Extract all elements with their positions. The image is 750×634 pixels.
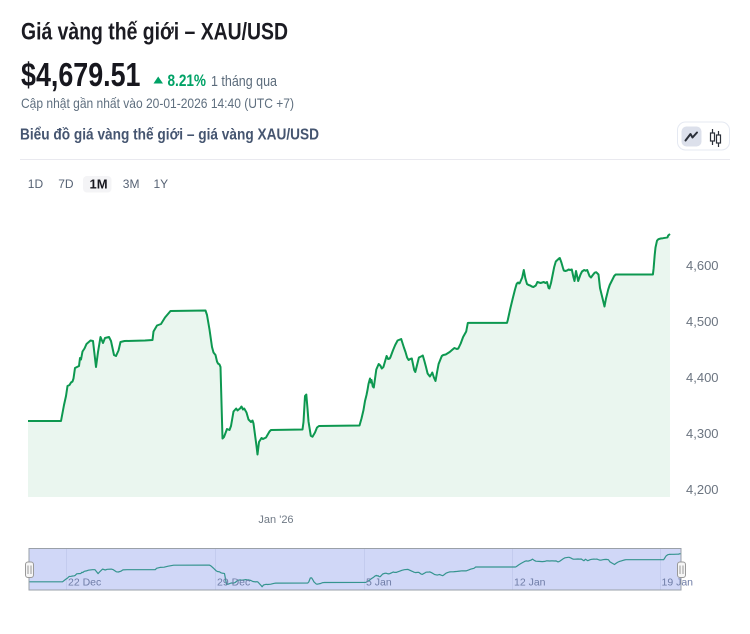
svg-text:4,200: 4,200 <box>686 482 719 497</box>
svg-text:1M: 1M <box>90 177 108 192</box>
svg-text:4,500: 4,500 <box>686 314 719 329</box>
svg-text:4,300: 4,300 <box>686 426 719 441</box>
svg-text:7D: 7D <box>58 177 74 191</box>
svg-text:12 Jan: 12 Jan <box>514 577 546 589</box>
svg-text:4,400: 4,400 <box>686 370 719 385</box>
svg-text:Cập nhật gần nhất vào 20-01-20: Cập nhật gần nhất vào 20-01-2026 14:40 (… <box>21 95 294 111</box>
svg-text:Giá vàng thế giới – XAU/USD: Giá vàng thế giới – XAU/USD <box>21 19 288 46</box>
svg-text:1Y: 1Y <box>154 177 169 191</box>
svg-text:3M: 3M <box>123 177 140 191</box>
svg-text:Biểu đồ giá vàng thế giới – gi: Biểu đồ giá vàng thế giới – giá vàng XAU… <box>20 126 319 144</box>
svg-text:1 tháng qua: 1 tháng qua <box>211 73 278 90</box>
svg-text:22 Dec: 22 Dec <box>68 577 101 589</box>
svg-text:29 Dec: 29 Dec <box>217 577 250 589</box>
svg-text:Jan '26: Jan '26 <box>258 514 293 526</box>
svg-text:19 Jan: 19 Jan <box>662 577 694 589</box>
svg-text:8.21%: 8.21% <box>168 72 207 90</box>
svg-text:$4,679.51: $4,679.51 <box>21 57 141 94</box>
svg-text:5 Jan: 5 Jan <box>366 577 392 589</box>
svg-text:1D: 1D <box>28 177 44 191</box>
svg-text:4,600: 4,600 <box>686 258 719 273</box>
